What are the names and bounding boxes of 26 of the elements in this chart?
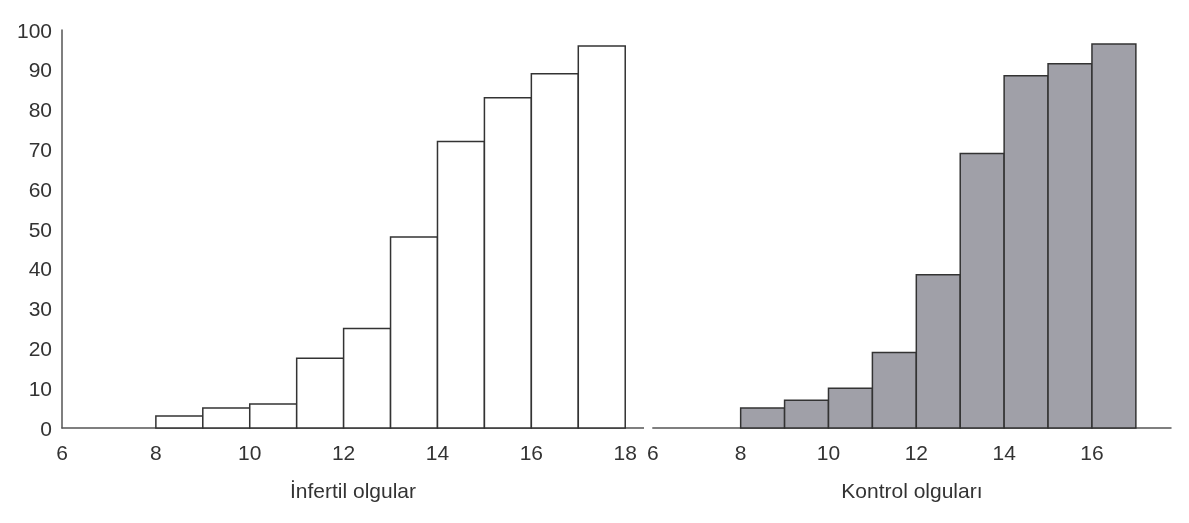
x-axis-title: Kontrol olguları <box>841 479 983 502</box>
x-tick-label: 10 <box>238 441 262 464</box>
x-tick-label: 14 <box>992 441 1017 464</box>
x-tick-label: 18 <box>613 441 637 464</box>
y-tick-label: 10 <box>28 376 52 400</box>
x-tick-label: 14 <box>425 441 450 464</box>
y-tick-label: 50 <box>28 217 52 241</box>
x-tick-label: 16 <box>1080 441 1104 464</box>
y-tick-label: 70 <box>28 137 52 161</box>
x-axis-title: İnfertil olgular <box>289 479 417 502</box>
y-tick-label: 90 <box>28 58 52 82</box>
y-tick-label: 100 <box>16 18 52 42</box>
y-tick-label: 30 <box>28 297 52 321</box>
x-tick-label: 12 <box>331 441 356 464</box>
x-tick-label: 6 <box>56 441 68 464</box>
x-tick-label: 6 <box>647 441 659 464</box>
x-tick-label: 16 <box>519 441 544 464</box>
x-tick-label: 8 <box>734 441 747 464</box>
y-tick-label: 0 <box>40 416 52 440</box>
y-tick-label: 40 <box>28 257 52 281</box>
x-tick-label: 10 <box>816 441 841 464</box>
x-tick-label: 8 <box>150 441 162 464</box>
y-tick-label: 20 <box>28 336 52 360</box>
y-tick-label: 60 <box>28 177 52 201</box>
y-tick-label: 80 <box>28 98 52 122</box>
x-tick-label: 12 <box>904 441 928 464</box>
